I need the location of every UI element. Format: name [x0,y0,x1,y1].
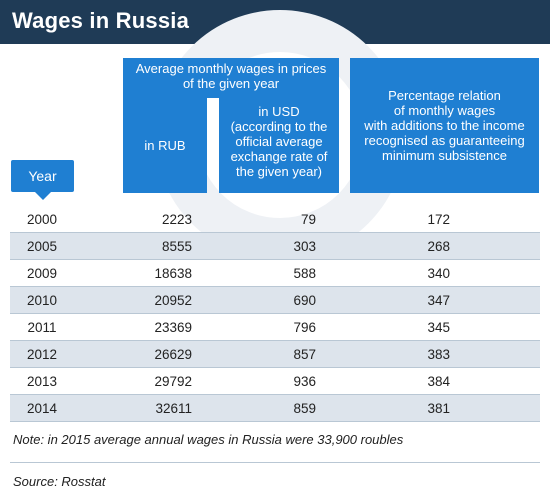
header-usd: in USD (according to the official averag… [219,98,339,193]
header-rub: in RUB [123,98,207,193]
header-pct-line2: of monthly wages [393,103,496,118]
cell-pct: 384 [427,373,450,389]
table-row: 2011 23369 796 345 [10,314,540,341]
cell-rub: 29792 [154,373,192,389]
header-usd-line1: in USD [258,104,300,119]
header-usd-line2: (according to the [230,119,328,134]
cell-pct: 347 [427,292,450,308]
cell-rub: 32611 [155,400,192,416]
cell-rub: 26629 [154,346,192,362]
cell-rub: 18638 [154,265,192,281]
table-row: 2000 2223 79 172 [10,206,540,233]
cell-pct: 268 [427,238,450,254]
cell-year: 2012 [26,346,58,362]
header-average-wages-line2: of the given year [182,76,280,91]
cell-pct: 340 [427,265,450,281]
table-row: 2012 26629 857 383 [10,341,540,368]
cell-usd: 588 [293,265,316,281]
header-pct-line1: Percentage relation [388,88,501,103]
header-percentage: Percentage relation of monthly wages wit… [350,58,539,193]
header-year-label: Year [28,167,57,184]
header-average-wages: Average monthly wages in prices of the g… [123,58,339,98]
cell-usd: 936 [293,373,316,389]
header-pct-line3: with additions to the income [364,118,525,133]
cell-pct: 383 [427,346,450,362]
footnote: Note: in 2015 average annual wages in Ru… [13,432,404,447]
cell-pct: 345 [427,319,450,335]
wages-table: 2000 2223 79 172 2005 8555 303 268 2009 … [10,206,540,422]
cell-year: 2014 [26,400,58,416]
cell-year: 2011 [27,319,57,335]
header-year: Year [11,160,74,200]
cell-usd: 79 [300,211,316,227]
header-usd-line4: exchange rate of [230,149,328,164]
cell-usd: 859 [293,400,316,416]
cell-year: 2005 [26,238,58,254]
cell-usd: 303 [293,238,316,254]
table-row: 2009 18638 588 340 [10,260,540,287]
cell-year: 2013 [26,373,58,389]
header-rub-label: in RUB [144,138,186,153]
table-row: 2013 29792 936 384 [10,368,540,395]
table-row: 2014 32611 859 381 [10,395,540,422]
table-row: 2005 8555 303 268 [10,233,540,260]
header-usd-line5: the given year) [236,164,322,179]
cell-year: 2009 [26,265,58,281]
cell-usd: 796 [293,319,316,335]
cell-rub: 2223 [161,211,192,227]
cell-rub: 20952 [154,292,192,308]
cell-usd: 690 [293,292,316,308]
header-average-wages-line1: Average monthly wages in prices [135,61,327,76]
header-pct-line5: minimum subsistence [381,148,507,163]
cell-pct: 172 [427,211,450,227]
header-usd-line3: official average [235,134,323,149]
header-pct-line4: recognised as guaranteeing [364,133,525,148]
cell-year: 2000 [26,211,58,227]
page-title: Wages in Russia [12,8,190,33]
divider [10,462,540,463]
table-row: 2010 20952 690 347 [10,287,540,314]
cell-rub: 23369 [154,319,192,335]
cell-usd: 857 [293,346,316,362]
cell-pct: 381 [427,400,450,416]
cell-rub: 8555 [161,238,192,254]
source-credit: Source: Rosstat [13,474,106,489]
cell-year: 2010 [26,292,58,308]
